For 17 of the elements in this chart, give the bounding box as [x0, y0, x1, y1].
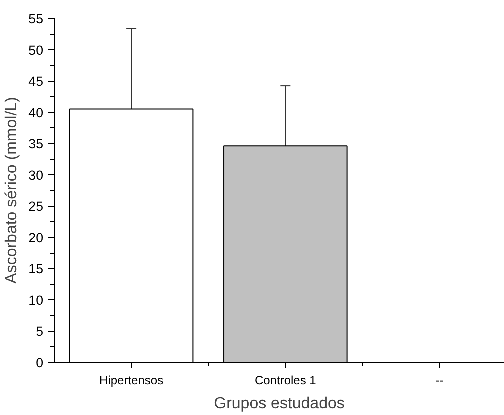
y-tick-label: 10 [28, 292, 44, 308]
y-tick-label: 40 [28, 105, 44, 120]
y-tick-label: 0 [36, 356, 44, 370]
y-tick-label: 25 [28, 199, 44, 214]
y-tick-label: 5 [36, 324, 44, 340]
y-tick-label: 45 [28, 74, 44, 90]
x-tick-label: Controles 1 [254, 374, 317, 388]
y-tick-label: 50 [28, 42, 44, 58]
y-tick-label: 55 [28, 12, 44, 26]
x-tick-label: Hipertensos [100, 374, 164, 388]
y-tick-label: 15 [28, 262, 44, 277]
y-tick-label: 20 [28, 230, 44, 246]
y-tick-label: 30 [28, 168, 44, 183]
x-axis-title: Grupos estudados [214, 396, 345, 412]
y-axis-title: Ascorbato sérico (mmol/L) [4, 97, 21, 284]
y-tick-label: 35 [28, 136, 44, 152]
x-tick-label: -- [436, 374, 444, 388]
